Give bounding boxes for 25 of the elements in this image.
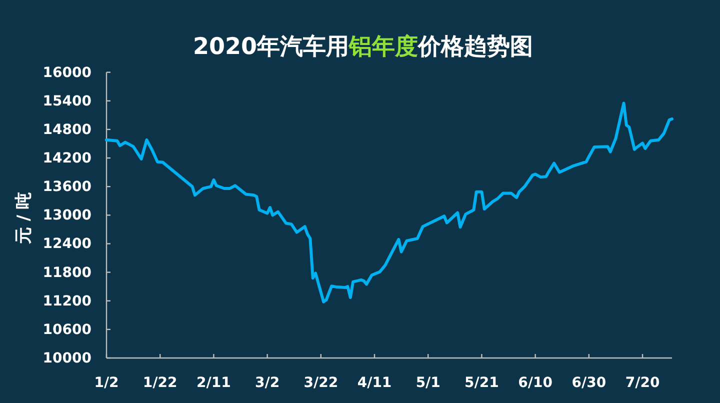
- y-tick-label: 16000: [42, 64, 92, 81]
- x-tick-label: 7/20: [625, 374, 660, 391]
- y-tick-label: 13000: [42, 208, 92, 224]
- x-tick-label: 6/30: [572, 374, 606, 391]
- y-tick-label: 15400: [42, 93, 92, 110]
- x-tick-label: 3/22: [304, 374, 338, 391]
- x-tick-label: 3/2: [255, 374, 280, 391]
- x-tick-label: 4/11: [357, 374, 392, 391]
- x-tick-label: 1/22: [142, 374, 178, 391]
- y-tick-label: 14200: [42, 150, 92, 166]
- chart-title: 2020年汽车用铝年度价格趋势图: [192, 33, 534, 60]
- y-tick-label: 11800: [42, 264, 92, 281]
- x-tick-label: 6/10: [518, 374, 553, 391]
- y-tick-label: 10600: [42, 322, 92, 338]
- y-tick-label: 11200: [42, 293, 92, 310]
- y-axis-title: 元 / 吨: [14, 192, 34, 246]
- y-tick-label: 12400: [42, 236, 92, 252]
- x-tick-label: 1/2: [94, 374, 119, 391]
- y-tick-label: 10000: [42, 350, 92, 366]
- x-tick-label: 5/1: [416, 374, 440, 391]
- x-tick-label: 2/11: [196, 374, 231, 391]
- y-tick-label: 14800: [42, 122, 92, 138]
- x-tick-label: 5/21: [464, 374, 499, 391]
- y-tick-label: 13600: [42, 179, 92, 196]
- line-series: [105, 102, 674, 304]
